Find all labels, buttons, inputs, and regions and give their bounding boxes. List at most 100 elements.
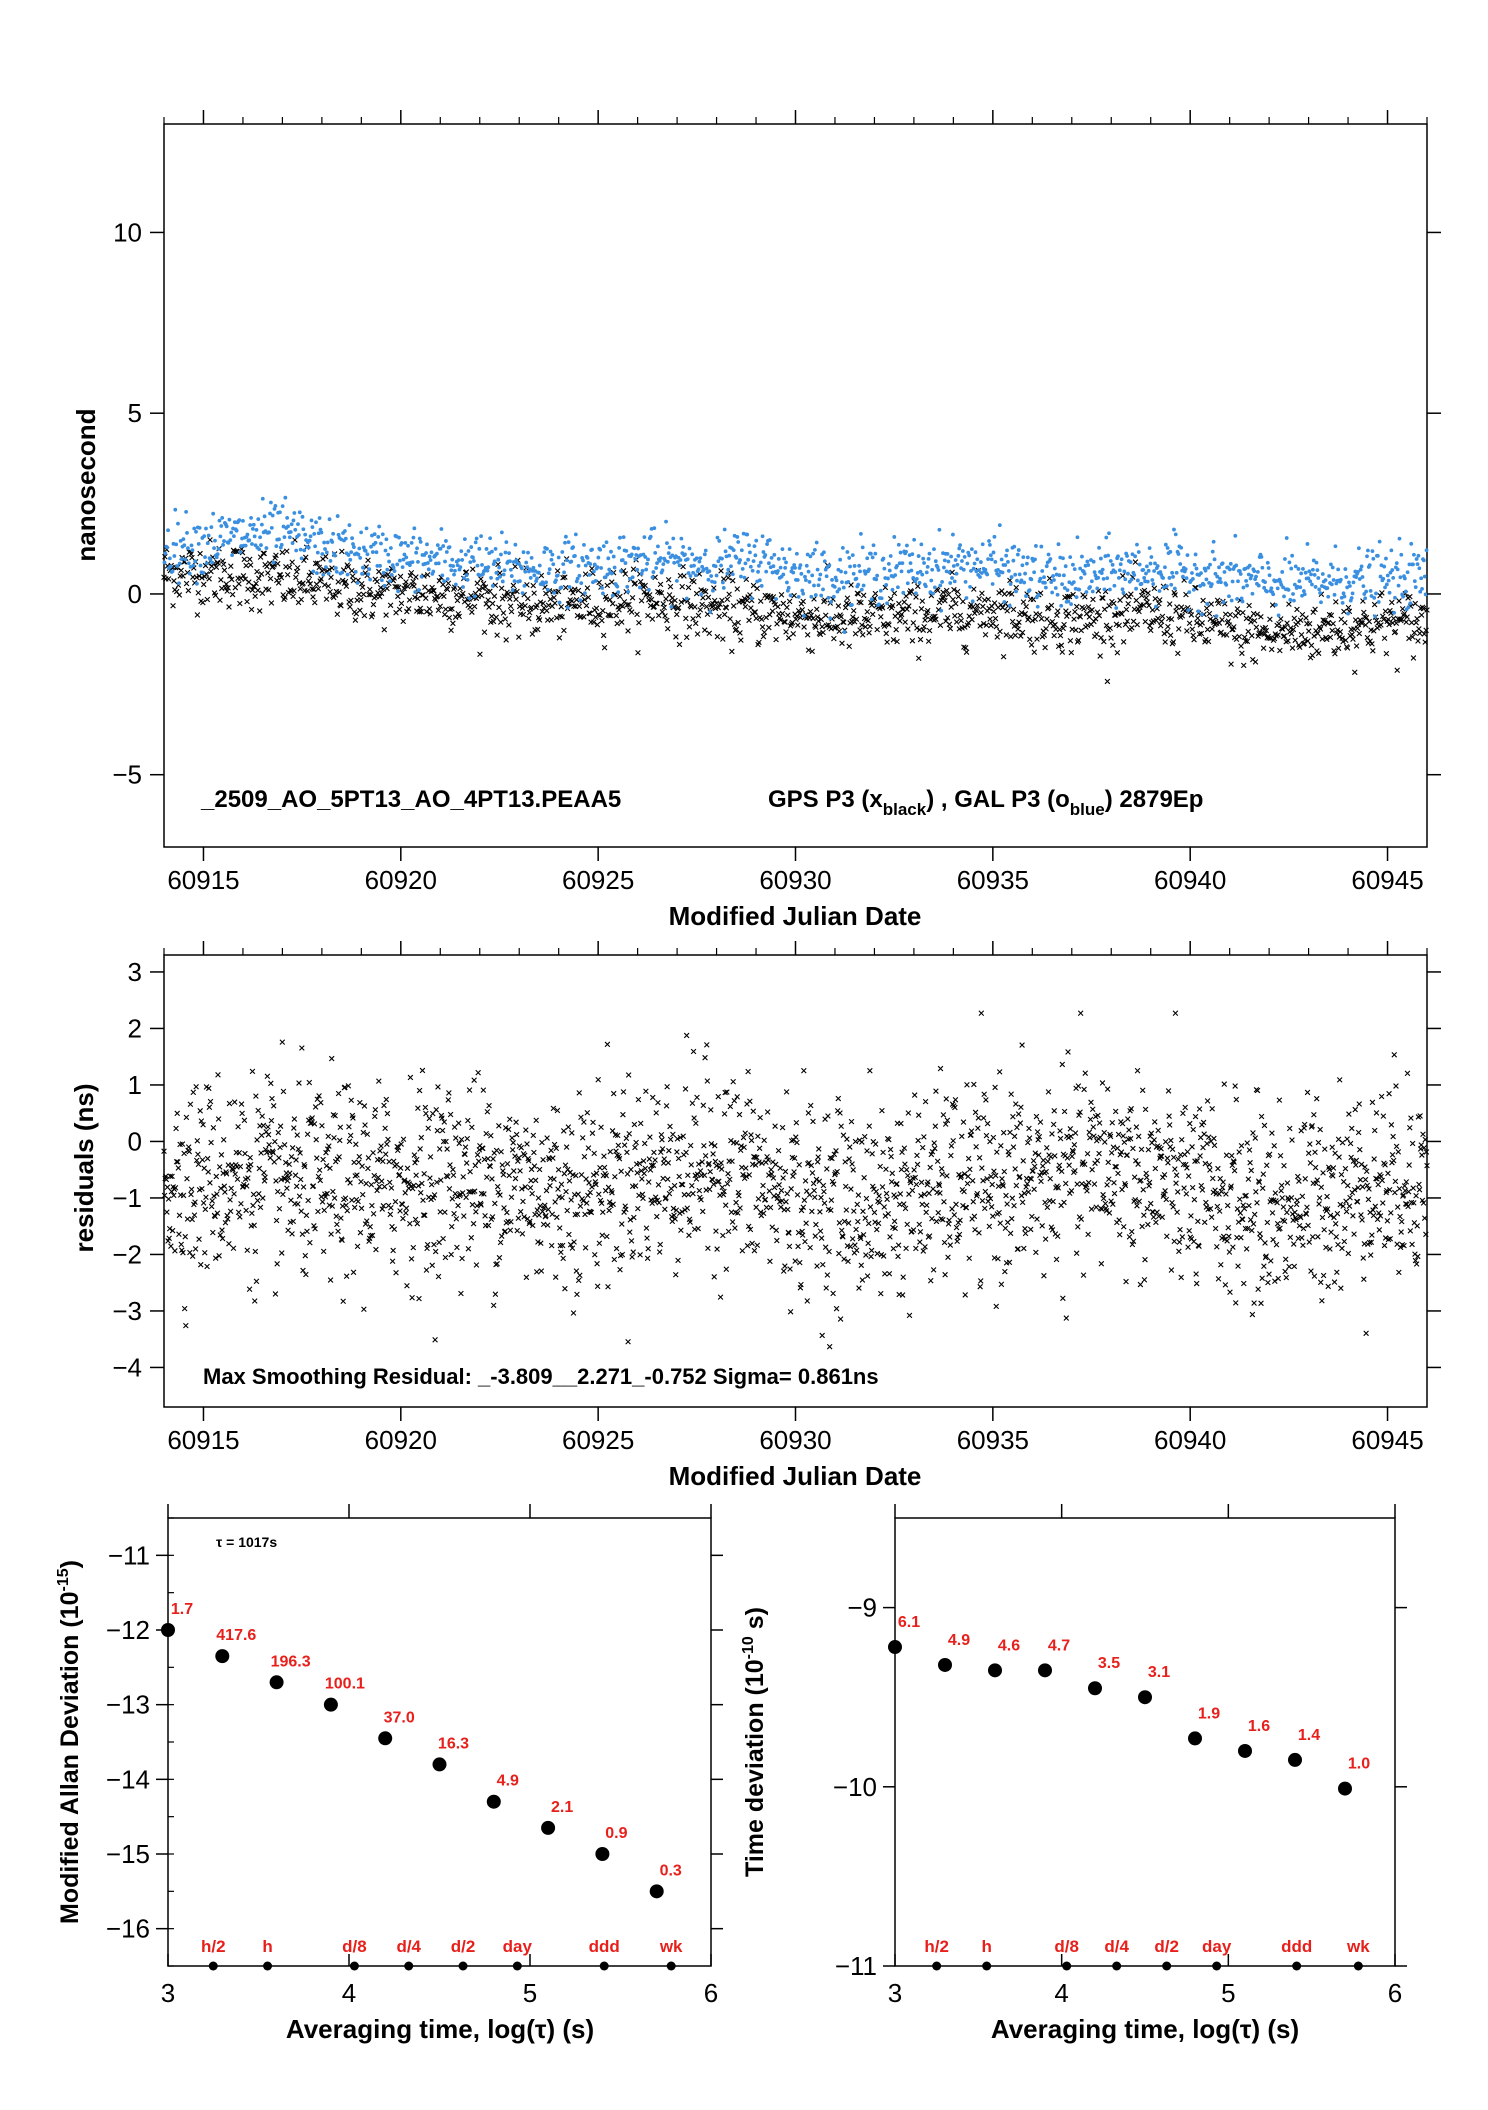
residual-point	[1052, 1153, 1057, 1158]
residual-point	[795, 1140, 800, 1145]
residual-point	[859, 1263, 864, 1268]
gps-point	[820, 624, 825, 629]
gal-point	[1419, 576, 1423, 580]
gal-point	[1376, 554, 1380, 558]
residual-point	[1312, 1274, 1317, 1279]
residual-point	[523, 1128, 528, 1133]
gps-point	[1310, 653, 1315, 658]
residual-point	[837, 1220, 842, 1225]
gal-point	[529, 576, 533, 580]
residual-point	[186, 1145, 191, 1150]
gal-point	[782, 557, 786, 561]
gal-point	[378, 564, 382, 568]
gps-point	[411, 579, 416, 584]
gal-point	[1168, 576, 1172, 580]
gal-point	[204, 527, 208, 531]
residual-point	[383, 1152, 388, 1157]
residual-point	[705, 1079, 710, 1084]
gps-point	[1289, 631, 1294, 636]
residual-point	[1167, 1123, 1172, 1128]
gps-point	[563, 585, 568, 590]
gps-point	[311, 595, 316, 600]
gal-point	[1274, 603, 1278, 607]
residual-point	[1021, 1158, 1026, 1163]
gal-point	[462, 576, 466, 580]
residual-point	[944, 1097, 949, 1102]
gal-point	[382, 571, 386, 575]
gal-point	[396, 589, 400, 593]
residual-point	[1175, 1210, 1180, 1215]
gal-point	[1416, 562, 1420, 566]
residual-point	[463, 1145, 468, 1150]
gps-point	[349, 568, 354, 573]
gal-point	[901, 561, 905, 565]
gal-point	[513, 543, 517, 547]
gal-point	[449, 568, 453, 572]
residual-point	[1222, 1082, 1227, 1087]
gal-point	[880, 596, 884, 600]
gal-point	[844, 571, 848, 575]
gal-point	[937, 528, 941, 532]
residual-point	[1351, 1213, 1356, 1218]
gps-point	[726, 575, 731, 580]
gal-point	[511, 588, 515, 592]
gps-point	[221, 562, 226, 567]
residual-point	[1210, 1106, 1215, 1111]
residual-point	[657, 1250, 662, 1255]
residual-point	[1317, 1202, 1322, 1207]
gal-point	[169, 565, 173, 569]
residual-point	[256, 1191, 261, 1196]
gal-point	[1057, 542, 1061, 546]
gps-point	[775, 604, 780, 609]
gal-point	[736, 540, 740, 544]
gal-point	[665, 541, 669, 545]
residual-point	[912, 1168, 917, 1173]
gal-point	[1066, 588, 1070, 592]
residual-point	[951, 1138, 956, 1143]
residual-point	[275, 1189, 280, 1194]
gps-point	[1413, 601, 1418, 606]
gps-point	[878, 614, 883, 619]
gal-point	[577, 564, 581, 568]
gal-point	[992, 551, 996, 555]
gal-point	[328, 517, 332, 521]
gal-point	[467, 596, 471, 600]
gps-point	[248, 563, 253, 568]
residual-point	[269, 1118, 274, 1123]
gps-point	[860, 632, 865, 637]
residual-point	[278, 1124, 283, 1129]
residual-point	[1342, 1239, 1347, 1244]
gal-point	[1048, 557, 1052, 561]
gps-point	[1043, 645, 1048, 650]
gal-point	[1326, 595, 1330, 599]
residual-point	[574, 1269, 579, 1274]
gal-point	[869, 552, 873, 556]
offset-plot-frame	[164, 124, 1427, 847]
residual-point	[1248, 1160, 1253, 1165]
residual-point	[344, 1203, 349, 1208]
gal-point	[267, 530, 271, 534]
gal-point	[924, 584, 928, 588]
residual-point	[1111, 1145, 1116, 1150]
residual-point	[639, 1177, 644, 1182]
gal-point	[910, 569, 914, 573]
gal-point	[1073, 567, 1077, 571]
residual-point	[341, 1299, 346, 1304]
residual-point	[891, 1246, 896, 1251]
residual-point	[912, 1093, 917, 1098]
residual-point	[242, 1118, 247, 1123]
gal-point	[343, 529, 347, 533]
residual-point	[528, 1185, 533, 1190]
gal-point	[891, 588, 895, 592]
residual-point	[1261, 1172, 1266, 1177]
gal-point	[1092, 560, 1096, 564]
gal-point	[964, 580, 968, 584]
residual-point	[943, 1272, 948, 1277]
residual-point	[237, 1215, 242, 1220]
gps-point	[222, 568, 227, 573]
gps-point	[677, 642, 682, 647]
residual-point	[781, 1269, 786, 1274]
gal-point	[838, 558, 842, 562]
residual-point	[384, 1097, 389, 1102]
gps-point	[570, 599, 575, 604]
